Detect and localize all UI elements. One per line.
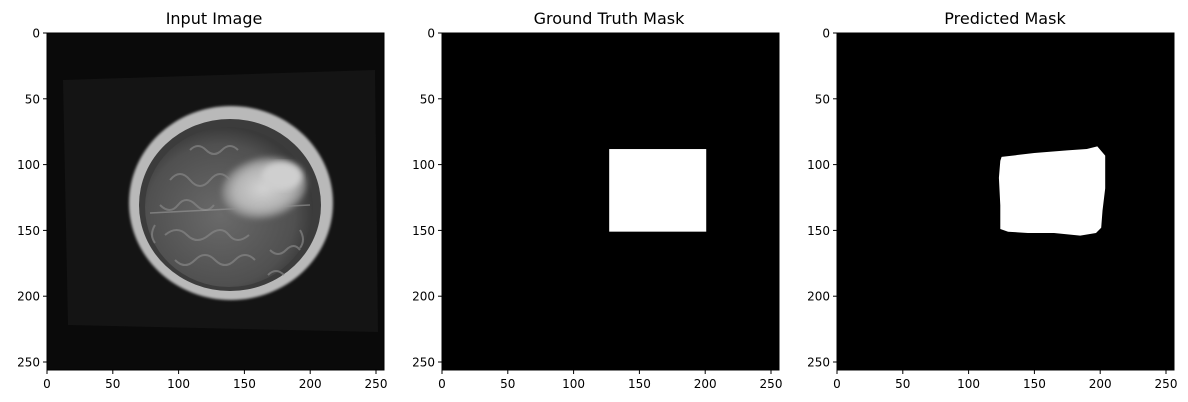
x-tick-label: 0 xyxy=(438,377,446,391)
x-tick-label: 0 xyxy=(43,377,51,391)
x-tick-label: 0 xyxy=(833,377,841,391)
x-tick-label: 150 xyxy=(233,377,256,391)
y-tick-label: 150 xyxy=(17,224,40,238)
tumor-core xyxy=(262,162,302,190)
y-tick-label: 150 xyxy=(412,224,435,238)
x-axis: 0 50 100 150 200 250 xyxy=(43,370,387,391)
y-tick-label: 250 xyxy=(17,356,40,370)
y-tick-label: 50 xyxy=(815,92,830,106)
y-axis: 0 50 100 150 200 250 xyxy=(17,27,47,370)
y-tick-label: 250 xyxy=(807,356,830,370)
x-tick-label: 200 xyxy=(299,377,322,391)
x-axis: 0 50 100 150 200 250 xyxy=(833,370,1177,391)
x-axis: 0 50 100 150 200 250 xyxy=(438,370,782,391)
image-area xyxy=(836,32,1175,371)
axes-frame xyxy=(46,32,385,371)
x-tick-label: 50 xyxy=(500,377,515,391)
y-tick-label: 200 xyxy=(807,290,830,304)
x-tick-label: 100 xyxy=(167,377,190,391)
y-axis: 0 50 100 150 200 250 xyxy=(807,27,837,370)
mask-region xyxy=(998,146,1106,236)
y-tick-label: 200 xyxy=(412,290,435,304)
x-tick-label: 50 xyxy=(895,377,910,391)
y-tick-label: 0 xyxy=(32,27,40,41)
x-tick-label: 250 xyxy=(1155,377,1178,391)
x-tick-label: 250 xyxy=(760,377,783,391)
y-tick-label: 100 xyxy=(412,158,435,172)
y-tick-label: 0 xyxy=(427,27,435,41)
mri-scan xyxy=(63,70,378,332)
mask-region xyxy=(609,149,707,232)
y-tick-label: 50 xyxy=(420,92,435,106)
y-tick-label: 100 xyxy=(17,158,40,172)
x-tick-label: 100 xyxy=(957,377,980,391)
axes-frame xyxy=(836,32,1175,371)
y-axis: 0 50 100 150 200 250 xyxy=(412,27,442,370)
x-tick-label: 200 xyxy=(1089,377,1112,391)
y-tick-label: 0 xyxy=(822,27,830,41)
axes-frame xyxy=(441,32,780,371)
x-tick-label: 50 xyxy=(105,377,120,391)
y-tick-label: 100 xyxy=(807,158,830,172)
x-tick-label: 250 xyxy=(365,377,388,391)
y-tick-label: 250 xyxy=(412,356,435,370)
y-tick-label: 150 xyxy=(807,224,830,238)
panel-title: Ground Truth Mask xyxy=(534,9,686,28)
panel-ground-truth-mask: Ground Truth Mask 0 50 100 150 200 250 0… xyxy=(412,9,782,391)
x-tick-label: 100 xyxy=(562,377,585,391)
brain-folds xyxy=(151,145,304,276)
y-tick-label: 50 xyxy=(25,92,40,106)
image-area xyxy=(441,32,780,371)
x-tick-label: 150 xyxy=(628,377,651,391)
x-tick-label: 200 xyxy=(694,377,717,391)
panel-predicted-mask: Predicted Mask 0 50 100 150 200 250 0 50 xyxy=(807,9,1177,391)
x-tick-label: 150 xyxy=(1023,377,1046,391)
y-tick-label: 200 xyxy=(17,290,40,304)
image-area xyxy=(46,32,385,371)
panel-title: Input Image xyxy=(166,9,263,28)
panel-title: Predicted Mask xyxy=(944,9,1066,28)
panel-input-image: Input Image xyxy=(17,9,387,391)
